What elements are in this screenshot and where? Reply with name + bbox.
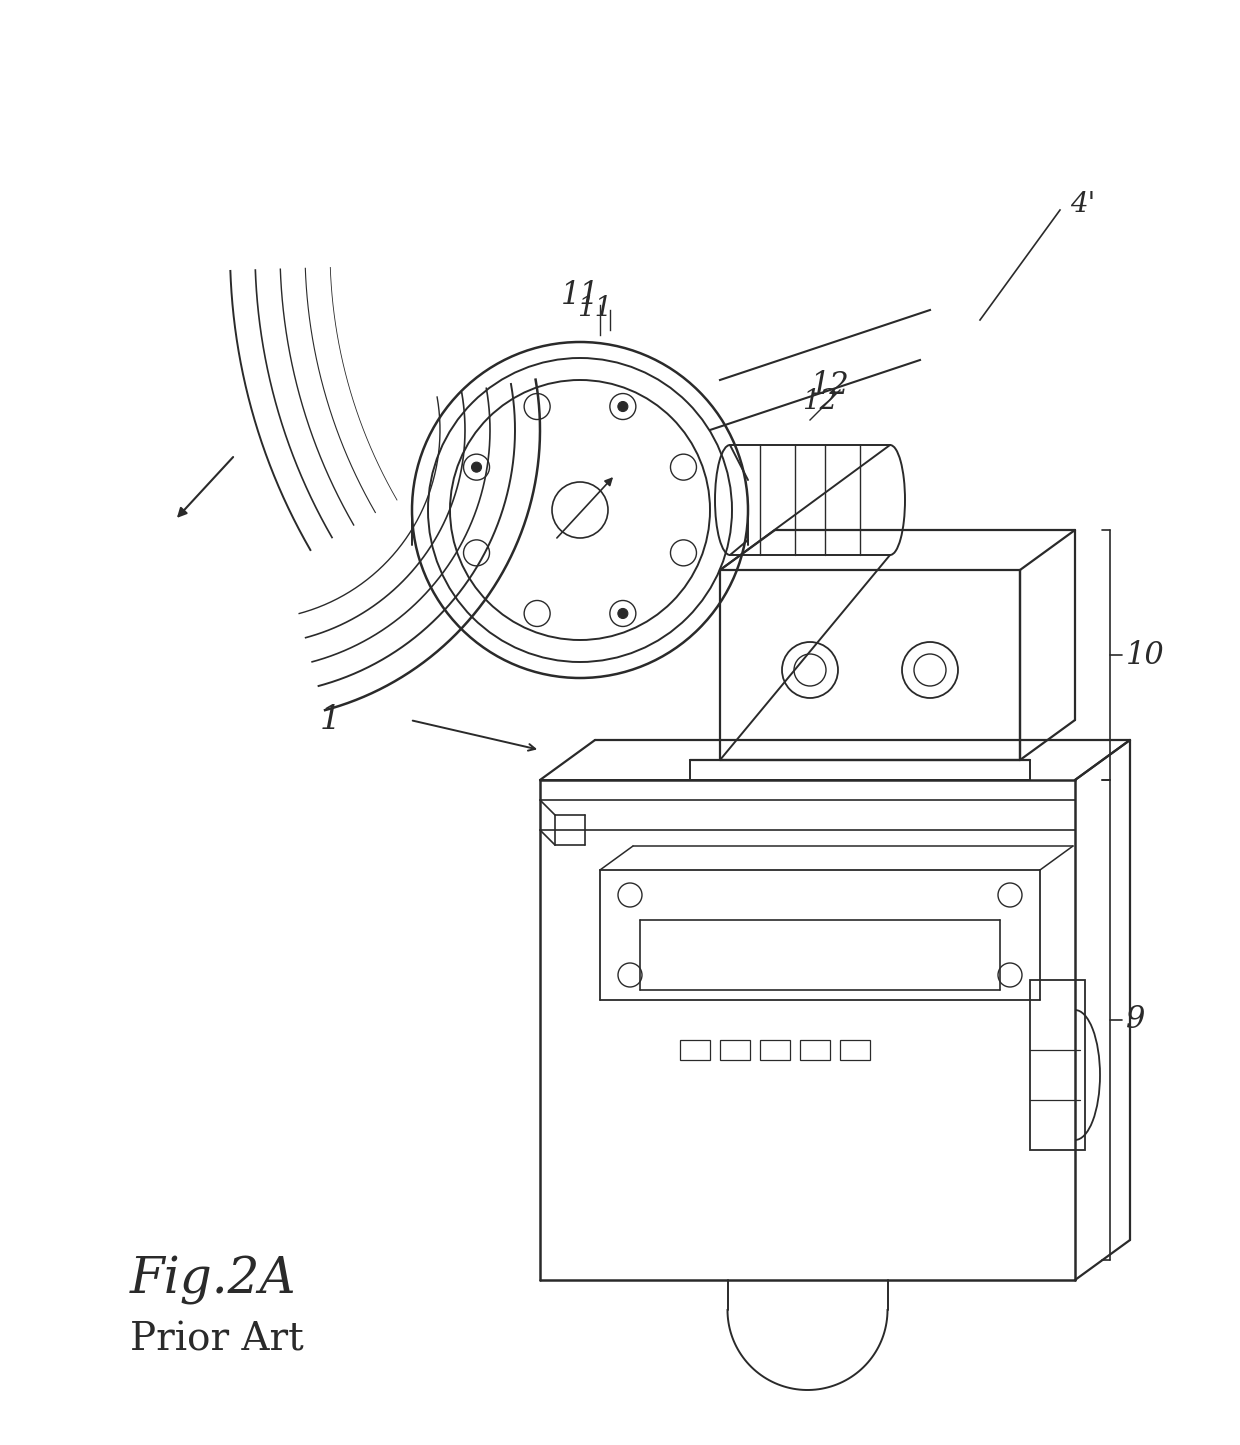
Bar bbox=[680, 1040, 711, 1061]
Bar bbox=[800, 1040, 830, 1061]
Circle shape bbox=[618, 402, 627, 412]
Bar bbox=[720, 1040, 750, 1061]
Bar bbox=[760, 1040, 790, 1061]
Text: 11: 11 bbox=[578, 295, 613, 322]
Text: 1: 1 bbox=[320, 704, 341, 736]
Text: 9: 9 bbox=[1126, 1004, 1146, 1036]
Text: 12: 12 bbox=[811, 370, 849, 402]
Text: Fig.2A: Fig.2A bbox=[130, 1256, 296, 1305]
Text: 4': 4' bbox=[1070, 192, 1095, 218]
Bar bbox=[1030, 980, 1085, 1150]
Circle shape bbox=[618, 608, 627, 618]
Circle shape bbox=[471, 462, 481, 473]
Text: 11: 11 bbox=[560, 280, 599, 311]
Text: 12: 12 bbox=[802, 389, 838, 415]
Text: Prior Art: Prior Art bbox=[130, 1322, 304, 1358]
Bar bbox=[839, 1040, 870, 1061]
Text: 10: 10 bbox=[1126, 640, 1164, 670]
